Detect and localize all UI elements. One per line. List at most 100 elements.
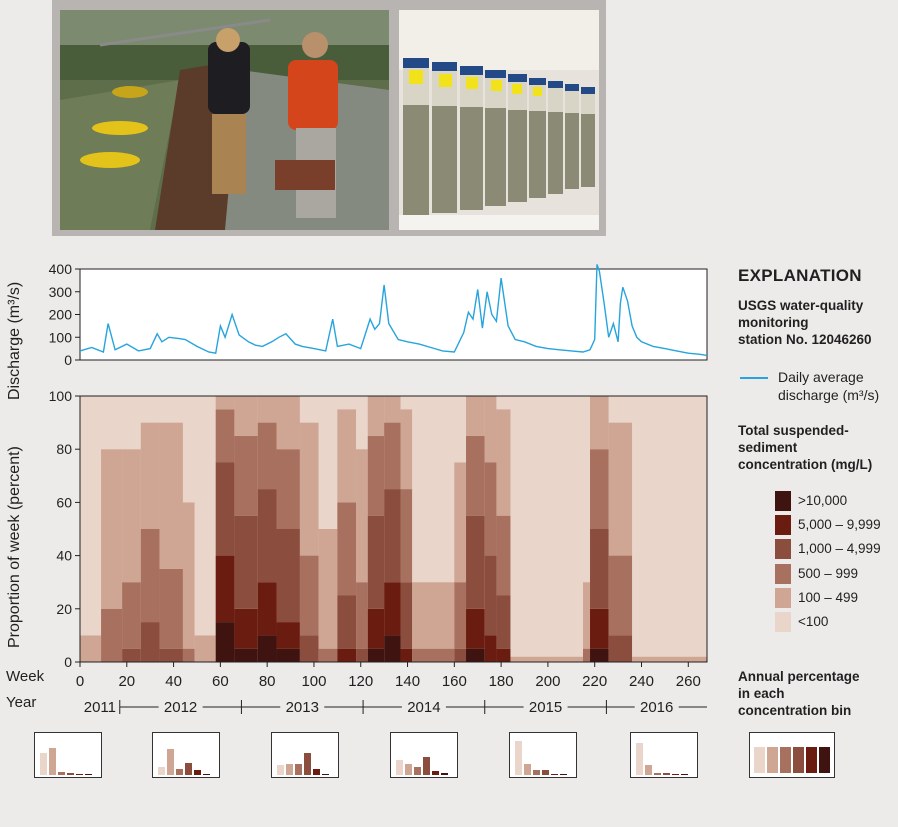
annual-bar (158, 766, 165, 775)
proportion-band (384, 582, 401, 636)
proportion-band (583, 396, 591, 583)
line-label-2: discharge (m³/s) (778, 387, 880, 403)
proportion-band (400, 582, 413, 649)
proportion-band (466, 515, 485, 609)
proportion-band (215, 396, 235, 410)
annual-bar (423, 757, 430, 775)
proportion-band (510, 656, 584, 662)
annual-bar (672, 774, 679, 775)
proportion-band (356, 396, 368, 450)
week-tick-label: 160 (442, 673, 467, 690)
proportion-band (384, 635, 401, 662)
proportion-band (454, 396, 467, 463)
week-tick-label: 80 (259, 673, 276, 690)
proportion-band (122, 449, 141, 583)
year-label: 2012 (164, 699, 197, 716)
legend-swatch (775, 563, 791, 584)
proportion-band (590, 396, 609, 450)
annual-bar (40, 752, 47, 775)
annual-bar (176, 768, 183, 775)
week-tick-label: 260 (676, 673, 701, 690)
legend-key-bar (819, 747, 830, 773)
annual-chart-2012 (152, 732, 220, 778)
proportion-band (356, 582, 368, 649)
annual-bar (194, 770, 201, 775)
annual-line-3: concentration bin (738, 703, 852, 718)
sample-bottles-photo (399, 10, 599, 230)
annual-bar (432, 771, 439, 775)
week-tick-label: 180 (489, 673, 514, 690)
legend-swatch (775, 539, 791, 560)
year-label: 2014 (407, 699, 440, 716)
proportion-band (632, 396, 707, 657)
proportion-band (384, 422, 401, 490)
proportion-band (276, 529, 300, 623)
legend-item: 5,000 – 9,999 (775, 515, 895, 536)
legend-swatch (775, 515, 791, 536)
annual-bar (313, 768, 320, 775)
annual-bar (304, 752, 311, 775)
legend-label: 1,000 – 4,999 (798, 541, 881, 557)
proportion-band (257, 489, 277, 583)
annual-bar (533, 769, 540, 775)
annual-bar (322, 773, 329, 775)
proportion-band (484, 396, 497, 463)
week-tick-label: 60 (212, 673, 229, 690)
year-label: 2016 (640, 699, 673, 716)
legend-label: 5,000 – 9,999 (798, 517, 881, 533)
proportion-band (337, 409, 357, 503)
proportion-band (496, 595, 511, 649)
proportion-band (454, 462, 467, 583)
station-line-1: USGS water-quality (738, 298, 864, 313)
proportion-band (257, 396, 277, 423)
discharge-y-tick-label: 400 (49, 261, 73, 277)
annual-bar (524, 764, 531, 775)
proportion-band (608, 555, 633, 636)
discharge-y-tick-label: 100 (49, 329, 73, 345)
proportion-band (182, 396, 195, 503)
legend-label: 500 – 999 (798, 565, 859, 581)
proportion-band (122, 582, 141, 649)
proportion-y-tick-label: 60 (56, 494, 72, 510)
proportion-band (583, 648, 591, 662)
proportion-y-tick-label: 100 (49, 388, 73, 404)
proportion-band (234, 396, 258, 436)
legend-key-bar (793, 747, 804, 773)
annual-bar (414, 766, 421, 775)
proportion-band (215, 622, 235, 662)
discharge-y-tick-label: 300 (49, 284, 73, 300)
annual-bar (663, 772, 670, 775)
proportion-band (484, 462, 497, 556)
proportion-band (337, 595, 357, 649)
proportion-band (367, 435, 385, 516)
proportion-band (159, 648, 183, 662)
annual-bar (76, 773, 83, 775)
proportion-band (356, 449, 368, 583)
proportion-band (318, 529, 338, 649)
proportion-band (194, 396, 216, 636)
proportion-band (590, 608, 609, 649)
annual-bar (185, 763, 192, 775)
field-sampling-photo (60, 10, 389, 230)
week-tick-label: 140 (395, 673, 420, 690)
proportion-band (466, 608, 485, 649)
proportion-axis-title: Proportion of week (percent) (6, 446, 23, 648)
proportion-band (276, 622, 300, 649)
discharge-y-tick-label: 200 (49, 307, 73, 323)
year-label: 2013 (286, 699, 319, 716)
proportion-band (608, 635, 633, 662)
proportion-band (337, 502, 357, 596)
proportion-frame (79, 395, 708, 663)
proportion-band (159, 568, 183, 649)
proportion-band (122, 648, 141, 662)
legend-item: >10,000 (775, 491, 895, 511)
week-tick-label: 240 (629, 673, 654, 690)
proportion-band (400, 648, 413, 662)
annual-bar (645, 764, 652, 775)
proportion-band (337, 396, 357, 410)
proportion-band (159, 396, 183, 423)
proportion-band (412, 582, 455, 649)
proportion-band (608, 396, 633, 423)
proportion-band (510, 396, 584, 657)
